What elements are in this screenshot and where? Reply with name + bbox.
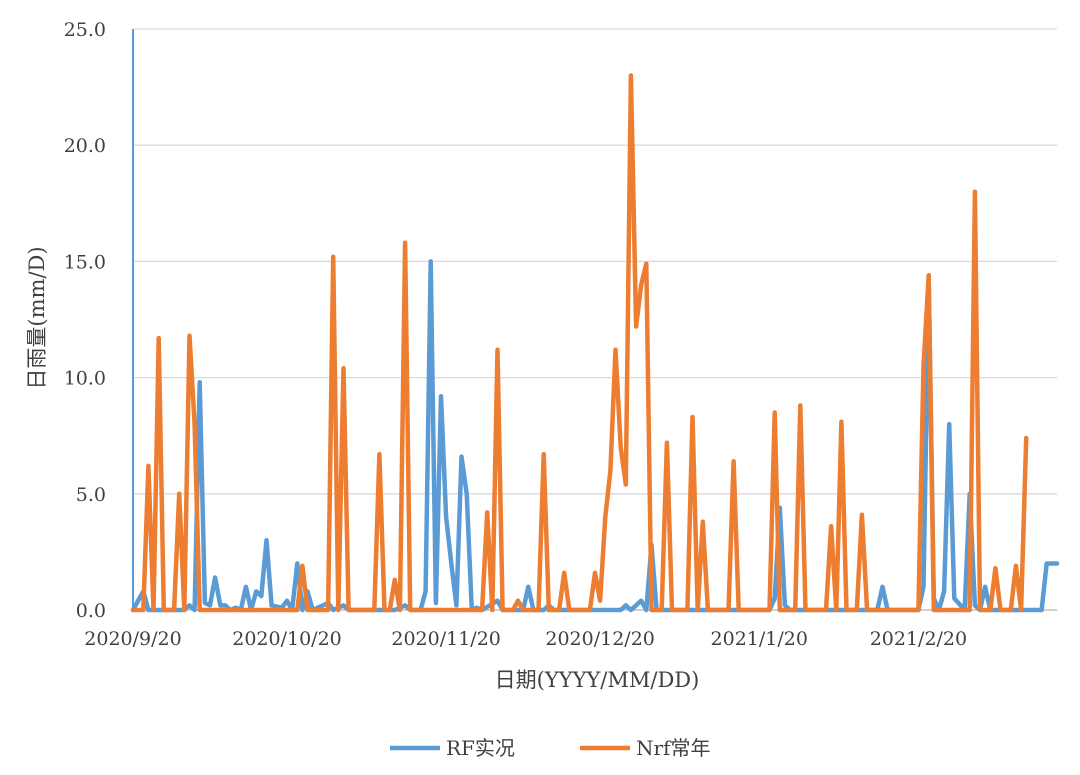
- y-tick-label: 0.0: [76, 600, 106, 622]
- y-tick-label: 5.0: [76, 484, 106, 506]
- y-axis-title: 日雨量(mm/D): [25, 246, 49, 389]
- x-tick-label: 2020/12/20: [545, 628, 655, 650]
- x-tick-label: 2020/10/20: [232, 628, 342, 650]
- y-tick-label: 20.0: [64, 135, 106, 157]
- gridlines: [133, 28, 1057, 495]
- legend-label: Nrf常年: [636, 736, 710, 760]
- legend-label: RF实况: [446, 736, 515, 760]
- series-line-2: [130, 73, 1029, 613]
- y-tick-label: 25.0: [64, 19, 106, 41]
- x-axis-title: 日期(YYYY/MM/DD): [495, 668, 700, 692]
- legend: RF实况 Nrf常年: [390, 736, 710, 760]
- series-lines: [130, 73, 1060, 613]
- x-tick-label: 2020/11/20: [391, 628, 501, 650]
- y-tick-label: 10.0: [64, 368, 106, 390]
- x-tick-label: 2020/9/20: [84, 628, 181, 650]
- series-line-1: [130, 259, 1060, 613]
- x-tick-label: 2021/1/20: [711, 628, 808, 650]
- x-tick-label: 2021/2/20: [870, 628, 967, 650]
- y-tick-labels: 0.0 5.0 10.0 15.0 20.0 25.0: [64, 19, 106, 622]
- y-tick-label: 15.0: [64, 251, 106, 273]
- x-tick-labels: 2020/9/20 2020/10/20 2020/11/20 2020/12/20 2…: [84, 628, 967, 650]
